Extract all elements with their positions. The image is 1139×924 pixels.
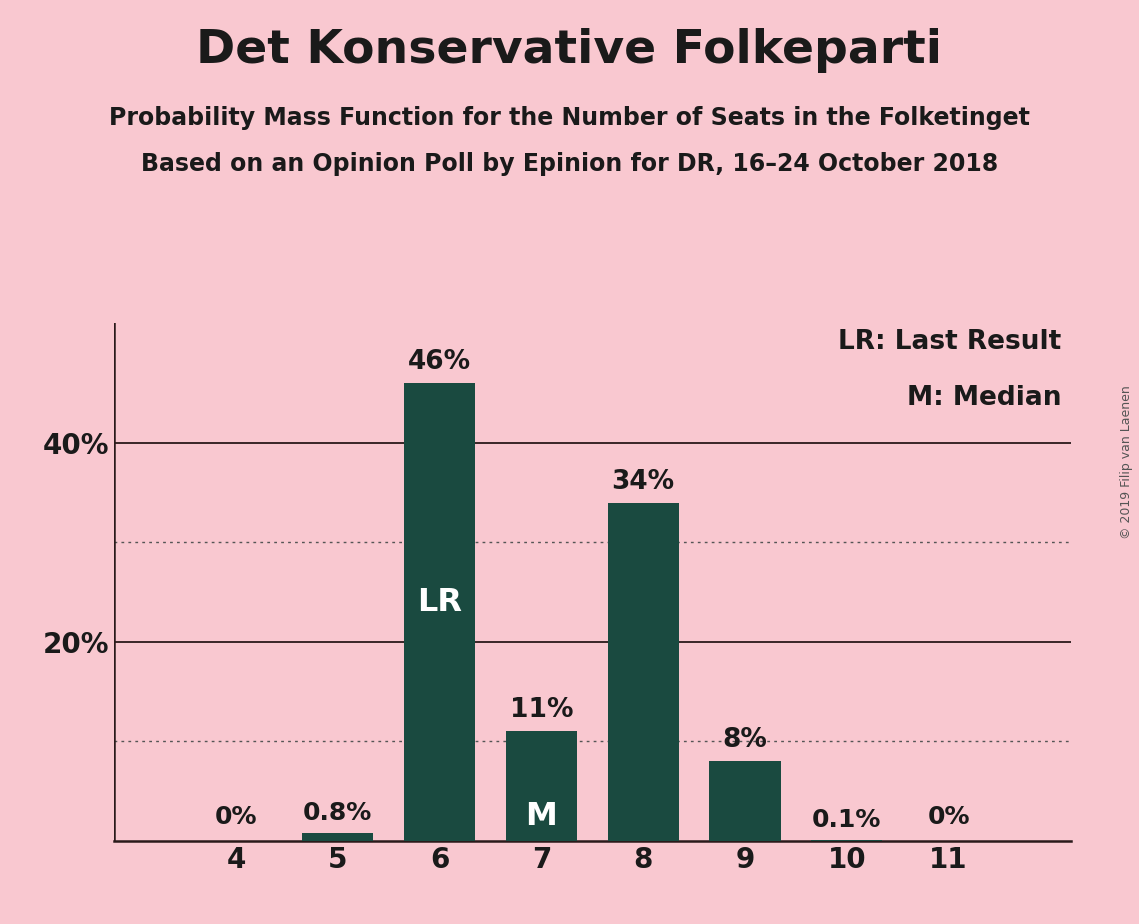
- Bar: [404, 383, 475, 841]
- Text: Based on an Opinion Poll by Epinion for DR, 16–24 October 2018: Based on an Opinion Poll by Epinion for …: [141, 152, 998, 176]
- Text: © 2019 Filip van Laenen: © 2019 Filip van Laenen: [1121, 385, 1133, 539]
- Text: M: M: [525, 801, 557, 833]
- Bar: [710, 761, 780, 841]
- Text: 34%: 34%: [612, 468, 674, 494]
- Text: 8%: 8%: [722, 727, 768, 753]
- Text: 0.1%: 0.1%: [812, 808, 882, 832]
- Text: M: Median: M: Median: [907, 385, 1062, 411]
- Text: 0%: 0%: [927, 805, 969, 829]
- Text: Probability Mass Function for the Number of Seats in the Folketinget: Probability Mass Function for the Number…: [109, 106, 1030, 130]
- Text: 0%: 0%: [215, 805, 257, 829]
- Text: LR: Last Result: LR: Last Result: [838, 329, 1062, 355]
- Text: 0.8%: 0.8%: [303, 801, 372, 825]
- Bar: [302, 833, 374, 841]
- Bar: [607, 503, 679, 841]
- Bar: [811, 840, 883, 841]
- Text: LR: LR: [417, 588, 462, 618]
- Text: Det Konservative Folkeparti: Det Konservative Folkeparti: [197, 28, 942, 73]
- Text: 11%: 11%: [509, 698, 573, 723]
- Bar: [506, 732, 577, 841]
- Text: 46%: 46%: [408, 349, 472, 375]
